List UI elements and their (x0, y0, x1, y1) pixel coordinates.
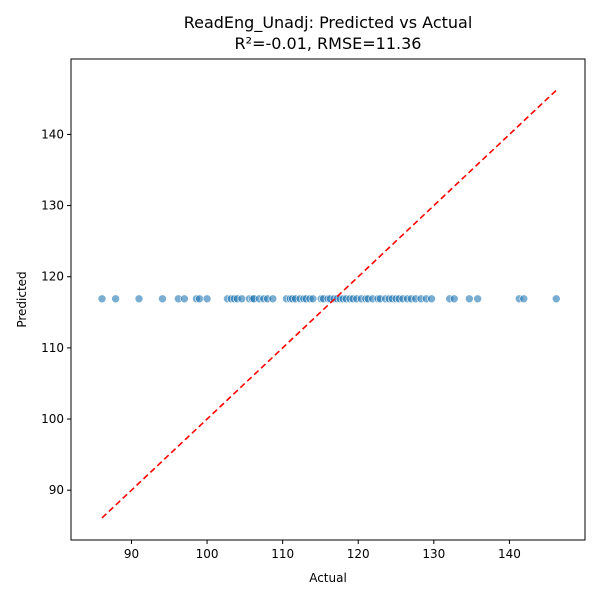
data-point (134, 294, 144, 304)
y-tick-label: 90 (49, 483, 64, 497)
y-tick-label: 120 (41, 270, 64, 284)
y-tick-label: 130 (41, 199, 64, 213)
data-point (519, 294, 529, 304)
data-point (449, 294, 459, 304)
data-point (237, 294, 247, 304)
x-tick-label: 90 (124, 547, 139, 561)
y-tick-label: 100 (41, 412, 64, 426)
data-point (180, 294, 189, 304)
data-point (202, 294, 212, 304)
x-axis: 90 100 110 120 130 140 (124, 540, 521, 561)
data-point (465, 294, 474, 304)
data-point (158, 294, 167, 304)
x-tick-label: 130 (422, 547, 445, 561)
x-tick-label: 100 (196, 547, 219, 561)
data-point (473, 294, 482, 304)
data-point (427, 294, 436, 304)
plot-area: 90 100 110 120 130 140 90 100 110 120 130 140 (41, 58, 586, 561)
chart-subtitle: R²=-0.01, RMSE=11.36 (235, 34, 422, 53)
data-point (195, 294, 204, 304)
x-tick-label: 110 (271, 547, 294, 561)
x-axis-label: Actual (309, 571, 347, 585)
x-tick-label: 140 (498, 547, 521, 561)
y-axis: 90 100 110 120 130 140 (41, 127, 71, 497)
data-point (308, 294, 318, 304)
data-point (551, 294, 561, 304)
y-tick-label: 110 (41, 341, 64, 355)
y-tick-label: 140 (41, 127, 64, 141)
data-point (268, 294, 278, 304)
x-tick-label: 120 (347, 547, 370, 561)
data-point (97, 294, 107, 304)
chart-title: ReadEng_Unadj: Predicted vs Actual (184, 13, 473, 33)
data-point (111, 294, 120, 304)
y-axis-label: Predicted (15, 271, 29, 327)
